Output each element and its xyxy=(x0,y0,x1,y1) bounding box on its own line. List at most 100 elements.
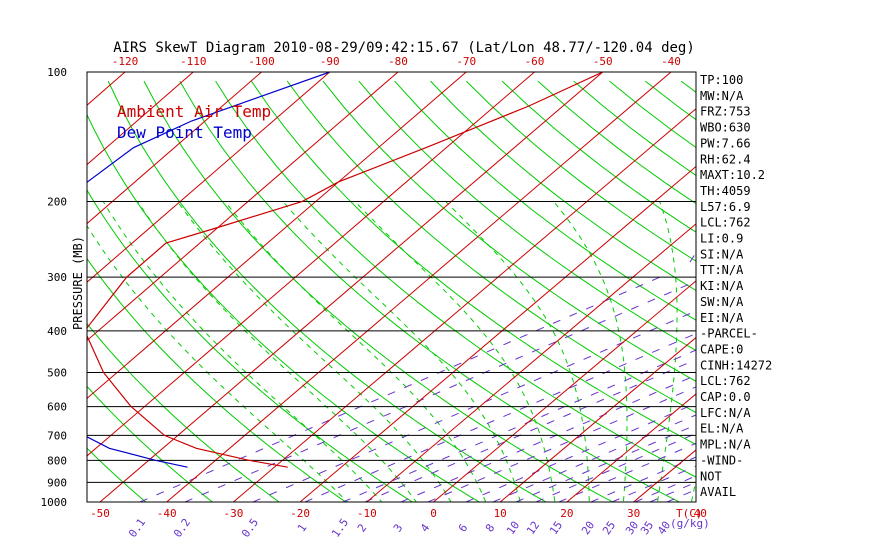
dry-adiabat-line xyxy=(860,81,870,511)
dry-adiabat-line xyxy=(179,80,681,502)
isotherm-line xyxy=(299,165,696,502)
pressure-tick-label: 400 xyxy=(47,325,67,338)
info-panel-item: PW:7.66 xyxy=(700,136,751,150)
top-temp-tick-label: -40 xyxy=(661,55,681,68)
mixing-ratio-line xyxy=(364,359,696,502)
mixing-ratio-line xyxy=(139,276,661,502)
info-panel-item: KI:N/A xyxy=(700,279,744,293)
dry-adiabat-line xyxy=(87,322,281,502)
isotherm-line xyxy=(433,280,696,502)
mixing-ratio-tick-label: 8 xyxy=(483,522,497,535)
isotherm-line xyxy=(87,72,399,342)
pressure-tick-label: 800 xyxy=(47,454,67,467)
dry-adiabat-line xyxy=(87,447,147,502)
mixing-ratio-tick-label: 35 xyxy=(638,519,656,537)
dry-adiabat-line xyxy=(143,80,614,502)
legend: Ambient Air Temp Dew Point Temp xyxy=(117,102,271,142)
mixing-ratio-line xyxy=(666,489,696,502)
dry-adiabat-line xyxy=(0,81,21,511)
info-panel-item: EL:N/A xyxy=(700,422,744,436)
mixing-ratio-line xyxy=(252,310,696,502)
top-temp-tick-label: -70 xyxy=(456,55,476,68)
isotherm-grid xyxy=(87,72,870,502)
isotherm-line xyxy=(233,108,696,502)
bottom-temp-tick-label: 20 xyxy=(560,507,573,520)
info-panel-item: SI:N/A xyxy=(700,247,744,261)
dry-adiabat-line xyxy=(644,80,696,121)
info-panel-item: LI:0.9 xyxy=(700,232,743,246)
top-temp-tick-label: -60 xyxy=(525,55,545,68)
moist-adiabat-line xyxy=(87,224,348,502)
pressure-tick-label: 900 xyxy=(47,476,67,489)
mixing-ratio-tick-label: 30 xyxy=(623,519,641,537)
mixing-ratio-tick-label: 15 xyxy=(547,519,565,537)
dew-point-temp-line xyxy=(87,72,331,468)
pressure-tick-label: 600 xyxy=(47,401,67,414)
dry-adiabat-line xyxy=(753,81,870,511)
dry-adiabat-line xyxy=(358,80,696,352)
mixing-ratio-tick-label: 25 xyxy=(600,519,618,537)
dry-adiabat-line xyxy=(87,385,214,502)
isotherm-line xyxy=(87,72,194,166)
dry-adiabat-line xyxy=(322,80,696,382)
moist-adiabat-line xyxy=(102,201,383,502)
dry-adiabat-line xyxy=(465,80,696,262)
mixing-ratio-tick-label: 40 xyxy=(655,519,673,537)
mixing-ratio-tick-label: 2 xyxy=(355,522,369,535)
top-temp-tick-label: -110 xyxy=(180,55,207,68)
top-temp-tick-label: -120 xyxy=(112,55,139,68)
mixing-ratio-line xyxy=(515,424,696,502)
chart-title: AIRS SkewT Diagram 2010-08-29/09:42:15.6… xyxy=(113,40,695,56)
isotherm-line xyxy=(87,72,535,457)
info-panel-item: LFC:N/A xyxy=(700,406,751,420)
dry-adiabat-line xyxy=(87,189,414,502)
mixing-ratio-tick-label: 4 xyxy=(418,521,433,534)
mixing-ratio-line xyxy=(184,280,696,502)
pressure-tick-label: 200 xyxy=(47,195,67,208)
mixing-ratio-line xyxy=(492,414,696,502)
bottom-temp-tick-label: 30 xyxy=(627,507,640,520)
isotherm-line xyxy=(767,72,870,502)
dry-adiabat-line xyxy=(87,113,481,502)
info-panel-item: MAXT:10.2 xyxy=(700,168,765,182)
top-temp-tick-label: -80 xyxy=(388,55,408,68)
bottom-temp-tick-label: -10 xyxy=(357,507,377,520)
pressure-tick-label: 500 xyxy=(47,367,67,380)
mixing-ratio-line xyxy=(857,76,870,262)
isobar-grid xyxy=(87,200,696,483)
mixing-ratio-tick-label: 3 xyxy=(391,522,405,535)
moist-adiabat-line xyxy=(656,201,678,502)
info-panel-item: CAPE:0 xyxy=(700,342,743,356)
moist-adiabat-line xyxy=(553,201,628,502)
mixing-ratio-line xyxy=(342,349,696,502)
info-panel-item: FRZ:753 xyxy=(700,105,751,119)
isotherm-line xyxy=(99,72,604,502)
dry-adiabat-line xyxy=(430,80,696,292)
dry-adiabat-line xyxy=(215,80,696,478)
isotherm-line xyxy=(499,336,696,502)
info-panel-item: LCL:762 xyxy=(700,216,751,230)
mixing-ratio-tick-label: 6 xyxy=(456,522,470,535)
isotherm-line xyxy=(633,449,696,502)
adiabat-grid xyxy=(0,80,870,511)
info-panel-item: MPL:N/A xyxy=(700,438,751,452)
top-temp-tick-label: -100 xyxy=(248,55,275,68)
mixing-ratio-tick-label: 1.5 xyxy=(329,516,351,540)
mixing-ratio-line xyxy=(558,442,696,502)
bottom-temp-tick-label: -40 xyxy=(157,507,177,520)
dry-adiabat-line xyxy=(107,80,547,502)
bottom-temp-tick-label: -20 xyxy=(290,507,310,520)
info-panel-item: CAP:0.0 xyxy=(700,390,751,404)
mixing-ratio-line xyxy=(400,374,696,502)
info-panel-item: -PARCEL- xyxy=(700,327,758,341)
info-panel-item: L57:6.9 xyxy=(700,200,751,214)
dry-adiabat-line xyxy=(394,80,696,321)
bottom-temp-tick-label: 40 xyxy=(694,507,707,520)
mixing-ratio-line xyxy=(427,386,696,502)
isotherm-line xyxy=(87,72,262,225)
ambient-air-temp-line xyxy=(87,72,604,468)
bottom-temp-tick-label: 0 xyxy=(430,507,437,520)
isotherm-line xyxy=(166,72,672,502)
mixing-ratio-tick-label: 10 xyxy=(504,519,522,537)
